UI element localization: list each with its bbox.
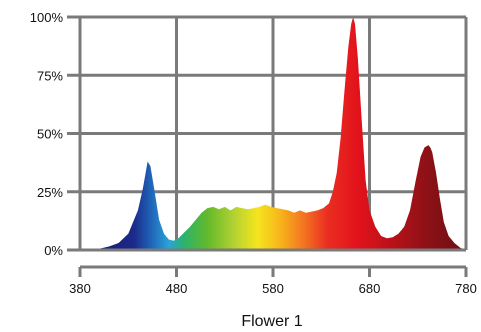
spectrum-series xyxy=(80,17,466,250)
x-tick-label: 580 xyxy=(262,281,284,296)
y-tick-label: 0% xyxy=(44,243,63,258)
y-tick-label: 50% xyxy=(37,127,63,142)
x-tick-label: 680 xyxy=(359,281,381,296)
x-tick-label: 380 xyxy=(69,281,91,296)
spectrum-area xyxy=(80,17,466,250)
y-tick-label: 75% xyxy=(37,68,63,83)
x-tick-label: 480 xyxy=(166,281,188,296)
x-axis: 380 480 580 680 780 xyxy=(69,265,477,296)
y-tick-label: 100% xyxy=(30,10,64,25)
x-tick-label: 780 xyxy=(455,281,477,296)
grid xyxy=(80,17,466,250)
chart-title: Flower 1 xyxy=(241,313,302,330)
y-axis-labels: 0% 25% 50% 75% 100% xyxy=(30,10,80,258)
y-tick-label: 25% xyxy=(37,185,63,200)
